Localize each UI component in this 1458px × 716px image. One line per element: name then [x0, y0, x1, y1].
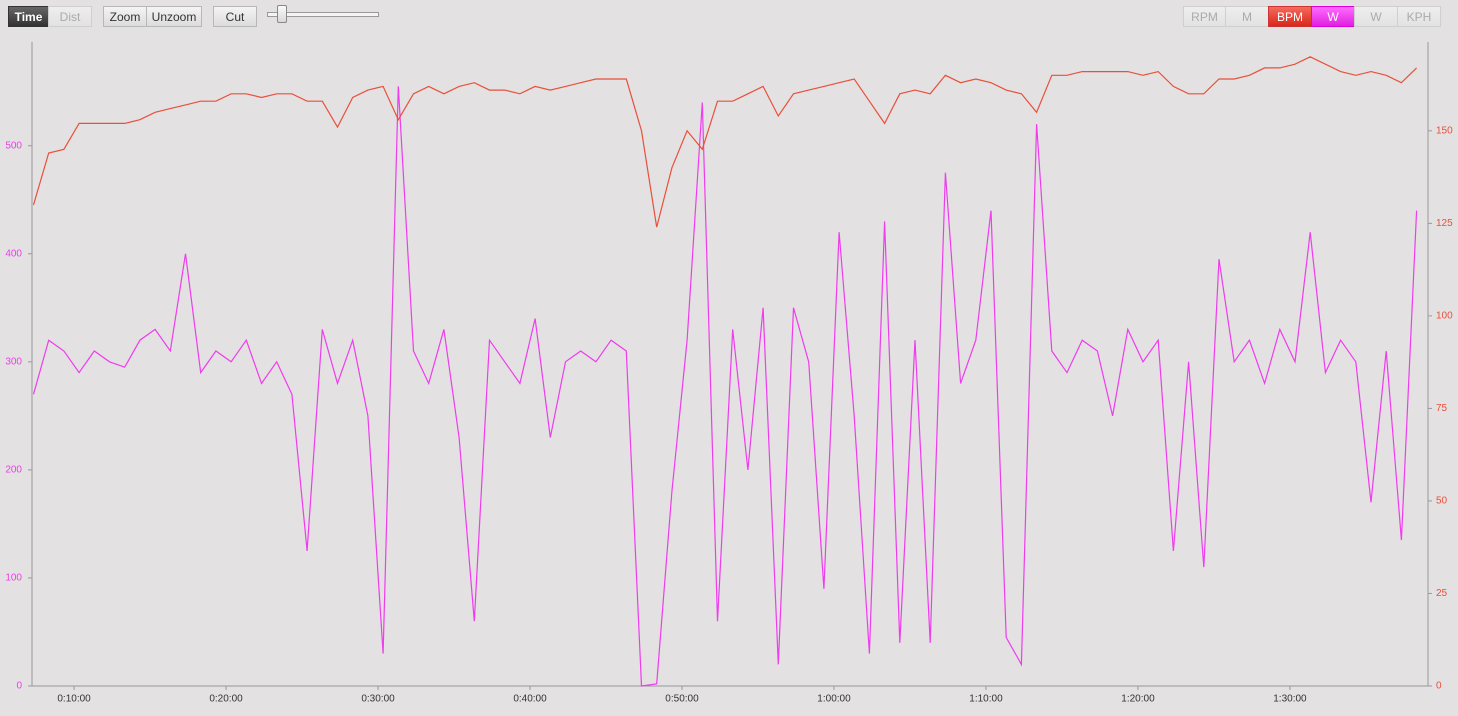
y2-tick-label: 0: [1436, 681, 1442, 692]
y-tick-label: 500: [5, 140, 22, 151]
y-tick-label: 200: [5, 465, 22, 476]
slider-thumb[interactable]: [277, 5, 287, 23]
y-tick-label: 400: [5, 248, 22, 259]
mode-button[interactable]: Dist: [48, 6, 92, 27]
series-line: [32, 56, 1418, 228]
action-button[interactable]: Unzoom: [146, 6, 202, 27]
x-tick-label: 0:10:00: [57, 694, 91, 705]
series-line: [32, 86, 1418, 687]
y2-tick-label: 75: [1436, 403, 1448, 414]
x-tick-label: 1:10:00: [969, 694, 1003, 705]
y2-tick-label: 125: [1436, 218, 1453, 229]
x-tick-label: 1:30:00: [1273, 694, 1307, 705]
x-tick-label: 1:20:00: [1121, 694, 1155, 705]
y-tick-label: 300: [5, 356, 22, 367]
y2-tick-label: 150: [1436, 125, 1453, 136]
y2-tick-label: 100: [1436, 311, 1453, 322]
y2-tick-label: 50: [1436, 496, 1448, 507]
y2-tick-label: 25: [1436, 588, 1448, 599]
x-tick-label: 0:20:00: [209, 694, 243, 705]
y-tick-label: 100: [5, 573, 22, 584]
action-button[interactable]: Zoom: [103, 6, 147, 27]
y-tick-label: 0: [16, 681, 22, 692]
x-tick-label: 1:00:00: [817, 694, 851, 705]
x-tick-label: 0:50:00: [665, 694, 699, 705]
x-tick-label: 0:40:00: [513, 694, 547, 705]
metric-button[interactable]: KPH: [1397, 6, 1441, 27]
slider-track[interactable]: [267, 12, 379, 17]
x-tick-label: 0:30:00: [361, 694, 395, 705]
metric-button[interactable]: W: [1311, 6, 1355, 27]
action-button[interactable]: Cut: [213, 6, 257, 27]
metric-button[interactable]: BPM: [1268, 6, 1312, 27]
